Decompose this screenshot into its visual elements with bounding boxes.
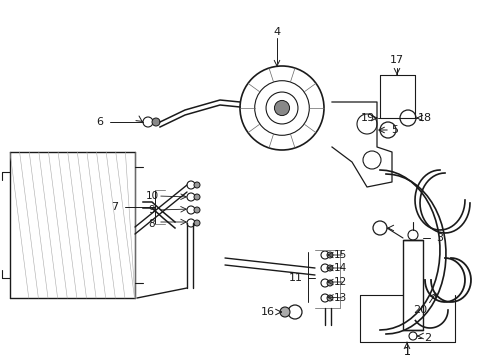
Text: 10: 10 xyxy=(145,191,158,201)
Text: 1: 1 xyxy=(403,347,409,357)
Circle shape xyxy=(152,118,160,126)
Circle shape xyxy=(194,194,200,200)
Circle shape xyxy=(194,182,200,188)
Text: 18: 18 xyxy=(417,113,431,123)
Text: 20: 20 xyxy=(412,305,426,315)
Text: 3: 3 xyxy=(436,233,443,243)
Text: 5: 5 xyxy=(391,125,398,135)
Circle shape xyxy=(274,100,289,116)
Text: 4: 4 xyxy=(273,27,280,37)
Text: 14: 14 xyxy=(333,263,346,273)
Text: 19: 19 xyxy=(360,113,374,123)
Text: 2: 2 xyxy=(424,333,431,343)
Circle shape xyxy=(194,220,200,226)
Text: 11: 11 xyxy=(288,273,303,283)
Text: 16: 16 xyxy=(261,307,274,317)
Text: 8: 8 xyxy=(148,219,155,229)
Text: 1: 1 xyxy=(403,347,409,357)
Text: 17: 17 xyxy=(389,55,403,65)
Bar xyxy=(402,240,422,330)
Text: 7: 7 xyxy=(111,202,118,212)
Text: 12: 12 xyxy=(333,277,346,287)
Circle shape xyxy=(326,252,332,258)
Circle shape xyxy=(326,295,332,301)
Text: 9: 9 xyxy=(148,205,155,215)
Circle shape xyxy=(194,207,200,213)
Circle shape xyxy=(326,265,332,271)
Text: 15: 15 xyxy=(333,250,346,260)
Text: 13: 13 xyxy=(333,293,346,303)
Circle shape xyxy=(326,280,332,286)
Circle shape xyxy=(280,307,289,317)
Text: 6: 6 xyxy=(96,117,103,127)
